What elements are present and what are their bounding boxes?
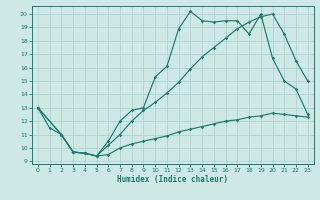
- X-axis label: Humidex (Indice chaleur): Humidex (Indice chaleur): [117, 175, 228, 184]
